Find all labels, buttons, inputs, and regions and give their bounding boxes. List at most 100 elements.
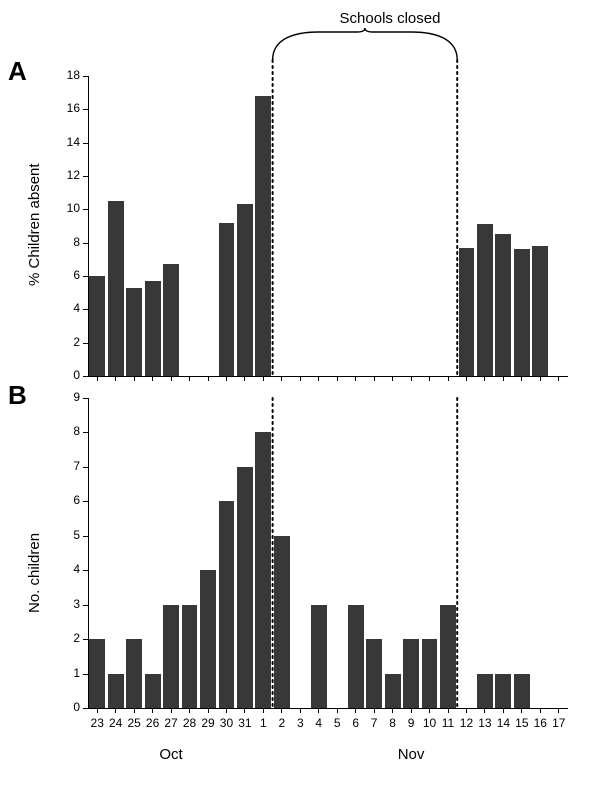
panel-b-xtick	[337, 708, 338, 713]
panel-a-xtick	[208, 376, 209, 381]
panel-b-bar	[219, 501, 235, 708]
panel-b-ytick	[83, 398, 88, 399]
panel-b-xtick	[208, 708, 209, 713]
panel-a-ytick	[83, 276, 88, 277]
x-tick-label: 4	[315, 716, 322, 730]
panel-a-xtick	[392, 376, 393, 381]
panel-a-bar	[532, 246, 548, 376]
panel-b-bar	[200, 570, 216, 708]
x-tick-label: 23	[91, 716, 104, 730]
panel-a-xtick	[521, 376, 522, 381]
panel-a-bar	[514, 249, 530, 376]
panel-b-ytick	[83, 432, 88, 433]
panel-b-ytick-label: 4	[48, 562, 80, 576]
panel-a-ytick	[83, 243, 88, 244]
panel-b-bar	[514, 674, 530, 708]
panel-b-xtick	[392, 708, 393, 713]
panel-b-bar	[440, 605, 456, 708]
panel-a-ytick-label: 10	[48, 201, 80, 215]
panel-a-ytick-label: 12	[48, 168, 80, 182]
panel-a-xtick	[263, 376, 264, 381]
x-tick-label: 11	[442, 716, 454, 730]
panel-a-ytick-label: 0	[48, 368, 80, 382]
panel-a-ytick	[83, 343, 88, 344]
panel-b-bar	[274, 536, 290, 708]
panel-b-xtick	[411, 708, 412, 713]
x-tick-label: 2	[279, 716, 286, 730]
panel-b-ytick-label: 7	[48, 459, 80, 473]
panel-a-ytick	[83, 109, 88, 110]
panel-b-ylabel: No. children	[26, 533, 43, 613]
x-tick-label: 28	[183, 716, 196, 730]
panel-a-xtick	[318, 376, 319, 381]
panel-b-xtick	[97, 708, 98, 713]
panel-a-ytick	[83, 376, 88, 377]
x-tick-label: 1	[260, 716, 267, 730]
x-tick-label: 24	[109, 716, 122, 730]
panel-a-ytick-label: 18	[48, 68, 80, 82]
panel-b-xtick	[189, 708, 190, 713]
panel-a-ytick	[83, 143, 88, 144]
panel-a-xtick	[503, 376, 504, 381]
panel-b-bar	[366, 639, 382, 708]
x-tick-label: 10	[423, 716, 436, 730]
panel-b-xtick	[558, 708, 559, 713]
panel-a-bar	[108, 201, 124, 376]
panel-b-ytick	[83, 536, 88, 537]
x-tick-label: 27	[164, 716, 177, 730]
panel-a-ytick	[83, 176, 88, 177]
panel-a-ytick-label: 14	[48, 135, 80, 149]
x-tick-label: 17	[552, 716, 565, 730]
panel-a-xtick	[374, 376, 375, 381]
panel-b-xtick	[374, 708, 375, 713]
panel-a-xtick	[189, 376, 190, 381]
panel-a-xtick	[466, 376, 467, 381]
panel-b-bar	[237, 467, 253, 708]
panel-b-ytick	[83, 570, 88, 571]
panel-b-xtick	[448, 708, 449, 713]
panel-a-xtick	[448, 376, 449, 381]
panel-b-bar	[422, 639, 438, 708]
panel-a-bar	[477, 224, 493, 376]
x-tick-label: 5	[334, 716, 341, 730]
panel-a-bar	[145, 281, 161, 376]
panel-a-xtick	[244, 376, 245, 381]
panel-a-ytick	[83, 76, 88, 77]
panel-a-xtick	[540, 376, 541, 381]
x-tick-label: 29	[201, 716, 214, 730]
panel-b-bar	[108, 674, 124, 708]
panel-a-ylabel: % Children absent	[26, 163, 43, 286]
panel-a-bar	[163, 264, 179, 376]
panel-b-ytick	[83, 467, 88, 468]
panel-b-xtick	[466, 708, 467, 713]
panel-b-bar	[477, 674, 493, 708]
x-tick-label: 26	[146, 716, 159, 730]
panel-a-xtick	[355, 376, 356, 381]
panel-b-xtick	[171, 708, 172, 713]
panel-b-xtick	[152, 708, 153, 713]
panel-b-xtick	[115, 708, 116, 713]
panel-b-xtick	[300, 708, 301, 713]
panel-b-xtick	[281, 708, 282, 713]
x-tick-label: 25	[127, 716, 140, 730]
panel-b-bar	[89, 639, 105, 708]
panel-b-bar	[145, 674, 161, 708]
panel-a-xtick	[484, 376, 485, 381]
panel-b-ytick-label: 8	[48, 424, 80, 438]
panel-b-bar	[495, 674, 511, 708]
panel-a-ytick-label: 16	[48, 101, 80, 115]
panel-b-ytick-label: 0	[48, 700, 80, 714]
panel-b-xtick	[318, 708, 319, 713]
panel-a-ytick	[83, 309, 88, 310]
panel-a-ytick	[83, 209, 88, 210]
x-tick-label: 6	[352, 716, 359, 730]
panel-a-bar	[495, 234, 511, 376]
panel-a-xtick	[171, 376, 172, 381]
panel-a-ytick-label: 8	[48, 235, 80, 249]
panel-b-ytick-label: 9	[48, 390, 80, 404]
x-tick-label: 15	[515, 716, 528, 730]
panel-b-xtick	[429, 708, 430, 713]
x-tick-label: 9	[408, 716, 415, 730]
panel-a-bar	[89, 276, 105, 376]
x-tick-label: 8	[389, 716, 396, 730]
